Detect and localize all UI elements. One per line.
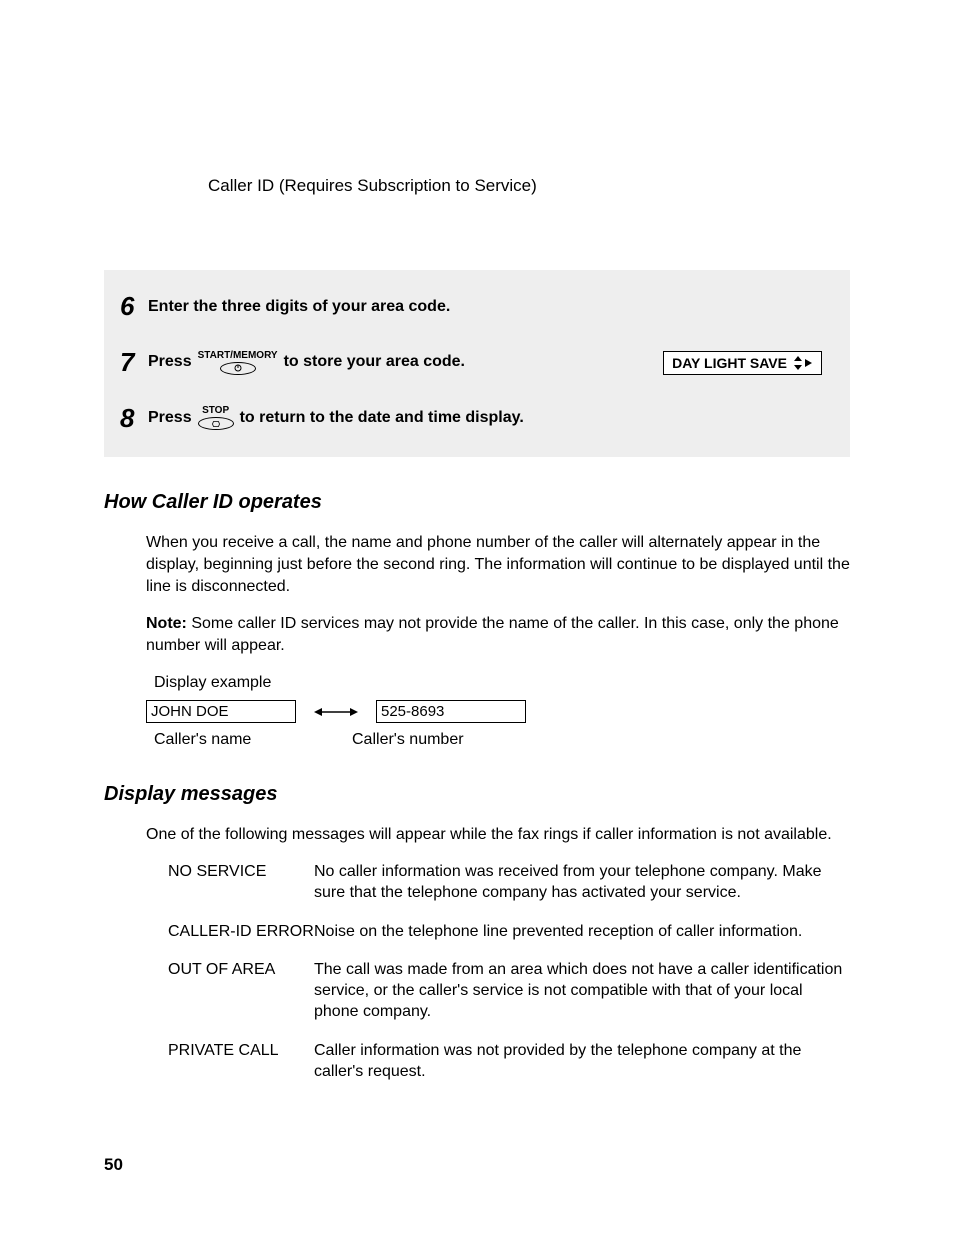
page-header: Caller ID (Requires Subscription to Serv… — [104, 176, 850, 196]
messages-table: NO SERVICE No caller information was rec… — [168, 862, 850, 1082]
table-row: PRIVATE CALL Caller information was not … — [168, 1041, 850, 1083]
display-captions: Caller's name Caller's number — [154, 731, 850, 749]
step-number: 7 — [120, 346, 148, 380]
step-6: 6 Enter the three digits of your area co… — [120, 290, 822, 324]
lcd-caller-name: JOHN DOE — [146, 700, 296, 723]
button-label: STOP — [202, 406, 229, 416]
page-number: 50 — [104, 1155, 123, 1175]
step-8-post: to return to the date and time display. — [240, 408, 524, 429]
table-row: CALLER-ID ERROR Noise on the telephone l… — [168, 922, 850, 943]
double-arrow-icon — [314, 706, 358, 718]
caller-number-caption: Caller's number — [352, 731, 464, 749]
oval-button-icon — [198, 417, 234, 430]
step-text: Press START/MEMORY to store your area co… — [148, 351, 822, 375]
oval-button-icon — [220, 362, 256, 375]
section-heading-display-messages: Display messages — [104, 783, 850, 806]
steps-box: 6 Enter the three digits of your area co… — [104, 270, 850, 457]
up-down-right-arrow-icon — [793, 356, 813, 370]
step-7: 7 Press START/MEMORY to store your area … — [120, 346, 822, 380]
table-row: NO SERVICE No caller information was rec… — [168, 862, 850, 904]
caller-id-note: Note: Some caller ID services may not pr… — [104, 613, 850, 656]
stop-button-icon: STOP — [198, 406, 234, 430]
msg-term: PRIVATE CALL — [168, 1041, 314, 1083]
button-label: START/MEMORY — [198, 351, 278, 361]
msg-term: NO SERVICE — [168, 862, 314, 904]
start-memory-button-icon: START/MEMORY — [198, 351, 278, 375]
lcd-caller-number: 525-8693 — [376, 700, 526, 723]
msg-def: Noise on the telephone line prevented re… — [314, 922, 850, 943]
section-heading-caller-id-operates: How Caller ID operates — [104, 491, 850, 514]
lcd-text: DAY LIGHT SAVE — [672, 354, 787, 372]
msg-def: Caller information was not provided by t… — [314, 1041, 850, 1083]
step-number: 8 — [120, 402, 148, 436]
lcd-display: DAY LIGHT SAVE — [663, 351, 822, 375]
step-number: 6 — [120, 290, 148, 324]
display-example-label: Display example — [154, 674, 850, 692]
step-6-text: Enter the three digits of your area code… — [148, 297, 450, 318]
msg-def: No caller information was received from … — [314, 862, 850, 904]
press-label: Press — [148, 408, 192, 429]
caller-id-paragraph: When you receive a call, the name and ph… — [104, 532, 850, 597]
step-text: Press STOP to return to the date and tim… — [148, 406, 822, 430]
display-messages-intro: One of the following messages will appea… — [104, 824, 850, 846]
manual-page: Caller ID (Requires Subscription to Serv… — [0, 0, 954, 1235]
step-text: Enter the three digits of your area code… — [148, 297, 822, 318]
caller-name-caption: Caller's name — [154, 731, 352, 749]
step-7-post: to store your area code. — [284, 352, 465, 373]
display-example: JOHN DOE 525-8693 — [146, 700, 850, 723]
note-text: Some caller ID services may not provide … — [146, 615, 839, 654]
msg-term: CALLER-ID ERROR — [168, 922, 314, 943]
msg-def: The call was made from an area which doe… — [314, 960, 850, 1022]
msg-term: OUT OF AREA — [168, 960, 314, 1022]
note-label: Note: — [146, 615, 187, 632]
step-8: 8 Press STOP to return to the date and t… — [120, 402, 822, 436]
press-label: Press — [148, 352, 192, 373]
table-row: OUT OF AREA The call was made from an ar… — [168, 960, 850, 1022]
